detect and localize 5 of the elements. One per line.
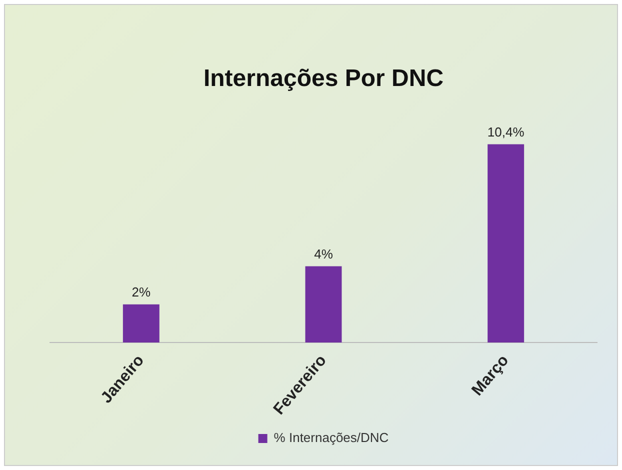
data-label: 10,4% [487, 124, 525, 140]
data-label: 4% [314, 246, 334, 262]
chart-title: Internações Por DNC [203, 65, 444, 92]
legend-label: % Internações/DNC [274, 430, 389, 446]
data-label: 2% [132, 284, 151, 300]
